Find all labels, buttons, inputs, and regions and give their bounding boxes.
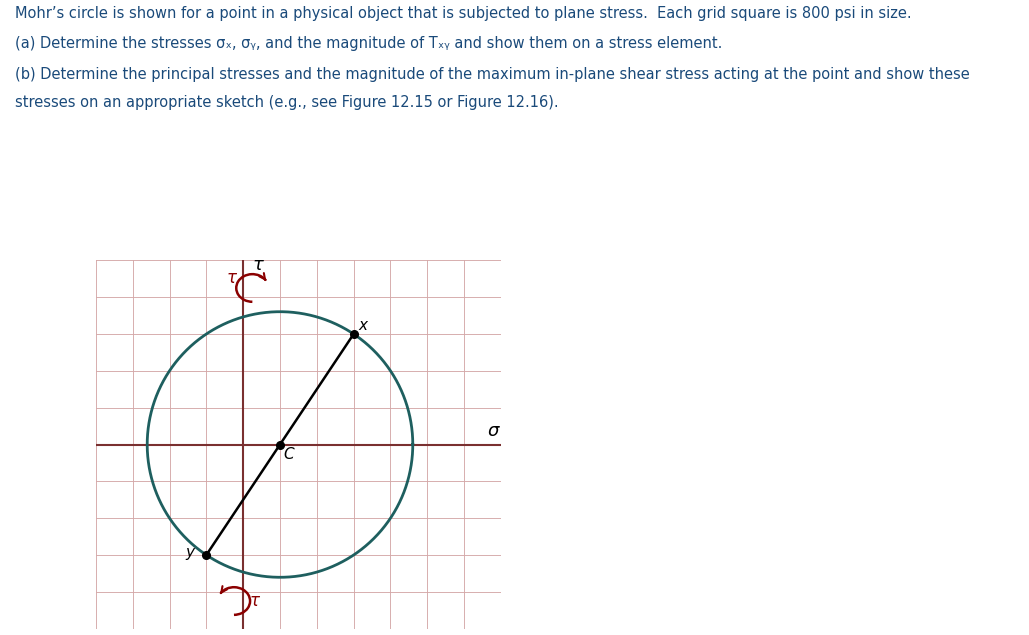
Text: stresses on an appropriate sketch (e.g., see Figure 12.15 or Figure 12.16).: stresses on an appropriate sketch (e.g.,… [15, 95, 559, 110]
Text: (b) Determine the principal stresses and the magnitude of the maximum in-plane s: (b) Determine the principal stresses and… [15, 67, 970, 82]
Text: τ: τ [250, 592, 259, 610]
Text: y: y [185, 545, 194, 560]
Text: Mohr’s circle is shown for a point in a physical object that is subjected to pla: Mohr’s circle is shown for a point in a … [15, 6, 912, 22]
Text: C: C [284, 447, 294, 462]
Text: σ: σ [488, 422, 499, 440]
Text: (a) Determine the stresses σₓ, σᵧ, and the magnitude of Tₓᵧ and show them on a s: (a) Determine the stresses σₓ, σᵧ, and t… [15, 36, 722, 51]
Text: τ: τ [252, 255, 263, 274]
Text: τ: τ [226, 269, 237, 288]
Text: x: x [358, 318, 367, 333]
